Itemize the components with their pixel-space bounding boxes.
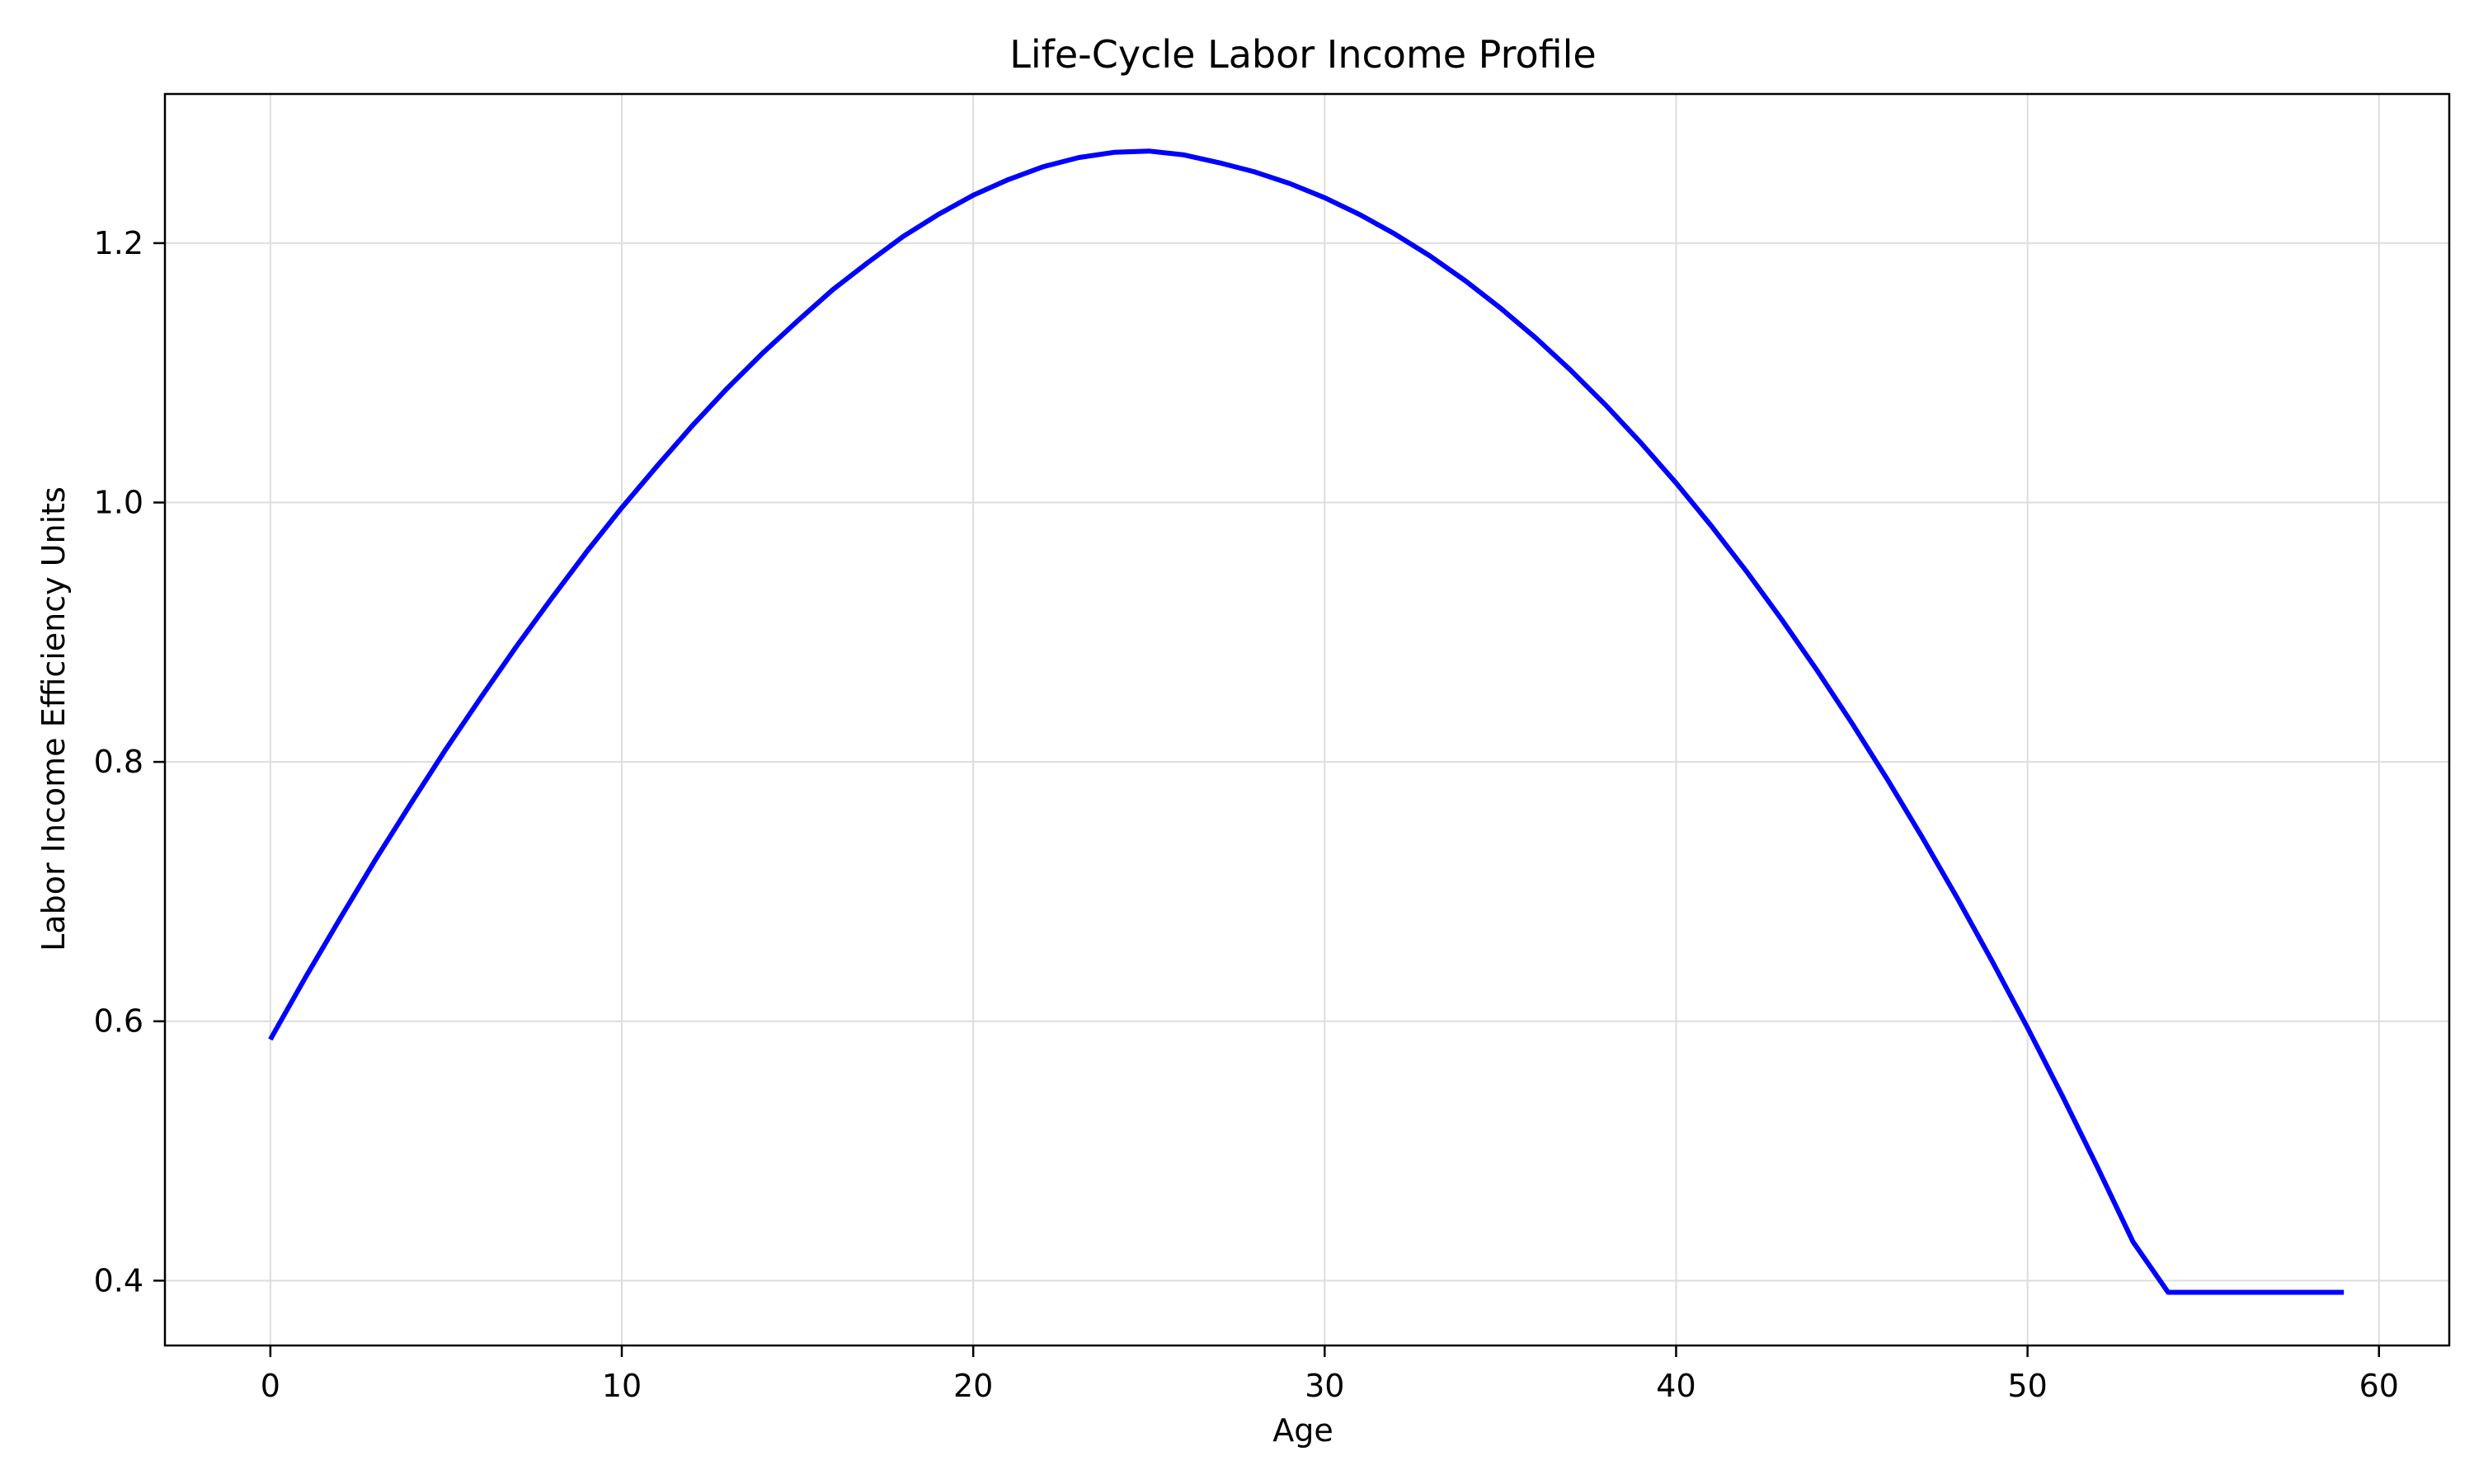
series-layer (268, 148, 2345, 1295)
x-tick-label: 20 (953, 1368, 993, 1404)
y-tick-label: 0.6 (94, 1003, 143, 1040)
x-tick-label: 60 (2359, 1368, 2399, 1404)
y-tick-label: 1.0 (94, 485, 143, 521)
x-tick-label: 50 (2007, 1368, 2047, 1404)
series-line (268, 148, 2345, 1295)
grid-lines (165, 94, 2449, 1345)
y-axis-ticks: 0.4 0.6 0.8 1.0 1.2 (94, 225, 165, 1298)
y-tick-label: 0.4 (94, 1262, 143, 1298)
x-tick-label: 0 (261, 1368, 280, 1404)
y-tick-label: 1.2 (94, 225, 143, 261)
x-axis-ticks: 0 10 20 30 40 50 60 (261, 1345, 2399, 1404)
x-axis-label: Age (1272, 1412, 1333, 1449)
y-tick-label: 0.8 (94, 744, 143, 780)
plot-frame (163, 92, 2451, 1347)
x-tick-label: 40 (1656, 1368, 1696, 1404)
y-axis-label: Labor Income Efficiency Units (35, 486, 72, 951)
x-tick-label: 10 (602, 1368, 642, 1404)
x-tick-label: 30 (1305, 1368, 1344, 1404)
chart-title: Life-Cycle Labor Income Profile (1009, 32, 1596, 77)
